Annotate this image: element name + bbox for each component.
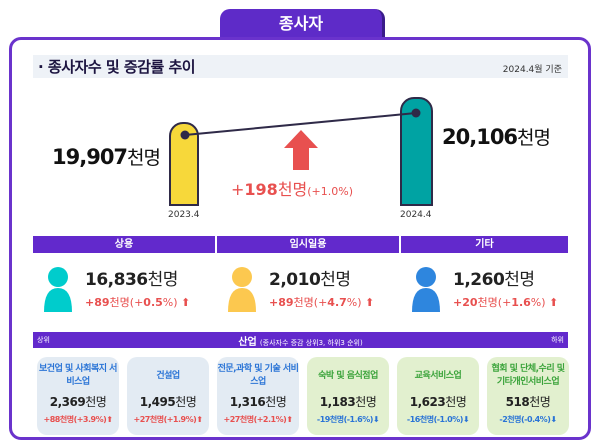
up-arrow-icon: ⬆ bbox=[286, 415, 293, 424]
industry-name: 보건업 및 사회복지 서비스업 bbox=[39, 364, 117, 387]
section-title: · 종사자수 및 증감률 추이 bbox=[38, 58, 196, 76]
industry-value: 1,623천명 bbox=[409, 395, 467, 409]
up-arrow-icon: ⬆ bbox=[549, 296, 559, 309]
industry-title: 산업 bbox=[238, 337, 257, 348]
total-change: +198천명(+1.0%) bbox=[231, 180, 354, 199]
type-value: 16,836천명 bbox=[85, 270, 178, 290]
industry-name: 전문,과학 및 기술 서비스업 bbox=[217, 364, 299, 387]
up-arrow-icon: ⬆ bbox=[365, 296, 375, 309]
industry-header: 상위 산업 (종사자수 증감 상위3, 하위3 순위) 하위 bbox=[33, 332, 568, 348]
bottom-label: 하위 bbox=[551, 336, 564, 344]
up-arrow-icon: ⬆ bbox=[196, 415, 203, 424]
industry-name: 숙박 및 음식점업 bbox=[318, 370, 378, 381]
industry-value: 1,495천명 bbox=[139, 395, 197, 409]
industry-card: 협회 및 단체,수리 및 기타개인서비스업 518천명 -2천명(-0.4%)⬇ bbox=[487, 357, 569, 435]
type-value: 1,260천명 bbox=[453, 270, 535, 290]
type-header: 상용 bbox=[33, 236, 215, 253]
industry-change: +27천명(+1.9%)⬆ bbox=[133, 415, 203, 424]
section-tab: 종사자 bbox=[220, 9, 385, 39]
industry-card: 건설업 1,495천명 +27천명(+1.9%)⬆ bbox=[127, 357, 209, 435]
industry-card: 숙박 및 음식점업 1,183천명 -19천명(-1.6%)⬇ bbox=[307, 357, 389, 435]
type-value: 2,010천명 bbox=[269, 270, 351, 290]
person-icon bbox=[228, 267, 256, 312]
type-header: 기타 bbox=[401, 236, 568, 253]
type-change: +20천명(+1.6%) ⬆ bbox=[453, 296, 559, 309]
basis-date: 2024.4월 기준 bbox=[502, 65, 562, 75]
end-value: 20,106천명 bbox=[442, 125, 551, 149]
industry-card: 전문,과학 및 기술 서비스업 1,316천명 +27천명(+2.1%)⬆ bbox=[217, 357, 299, 435]
up-arrow-icon: ⬆ bbox=[181, 296, 191, 309]
industry-name: 협회 및 단체,수리 및 기타개인서비스업 bbox=[491, 364, 565, 387]
down-arrow-icon: ⬇ bbox=[550, 415, 557, 424]
content-frame bbox=[9, 37, 591, 440]
industry-change: +27천명(+2.1%)⬆ bbox=[223, 415, 293, 424]
up-arrow-icon: ⬆ bbox=[106, 415, 113, 424]
type-change: +89천명(+4.7%) ⬆ bbox=[269, 296, 375, 309]
industry-change: -2천명(-0.4%)⬇ bbox=[499, 415, 557, 424]
type-change: +89천명(+0.5%) ⬆ bbox=[85, 296, 191, 309]
period-end: 2024.4 bbox=[400, 210, 432, 220]
industry-name: 건설업 bbox=[156, 370, 180, 381]
industry-card: 보건업 및 사회복지 서비스업 2,369천명 +88천명(+3.9%)⬆ bbox=[37, 357, 119, 435]
type-header: 임시일용 bbox=[217, 236, 399, 253]
industry-value: 518천명 bbox=[505, 395, 551, 409]
industry-name: 교육서비스업 bbox=[414, 370, 462, 381]
industry-value: 1,183천명 bbox=[319, 395, 377, 409]
person-icon bbox=[412, 267, 440, 312]
up-arrow-icon bbox=[284, 130, 318, 170]
industry-change: -19천명(-1.6%)⬇ bbox=[316, 415, 380, 424]
person-icon bbox=[44, 267, 72, 312]
industry-value: 1,316천명 bbox=[229, 395, 287, 409]
industry-change: -16천명(-1.0%)⬇ bbox=[406, 415, 470, 424]
down-arrow-icon: ⬇ bbox=[372, 415, 380, 424]
title-bar bbox=[33, 55, 568, 78]
period-start: 2023.4 bbox=[168, 210, 200, 220]
down-arrow-icon: ⬇ bbox=[462, 415, 470, 424]
industry-change: +88천명(+3.9%)⬆ bbox=[43, 415, 113, 424]
start-value: 19,907천명 bbox=[52, 145, 161, 169]
industry-card: 교육서비스업 1,623천명 -16천명(-1.0%)⬇ bbox=[397, 357, 479, 435]
industry-value: 2,369천명 bbox=[49, 395, 107, 409]
top-label: 상위 bbox=[37, 336, 50, 344]
industry-note: (종사자수 증감 상위3, 하위3 순위) bbox=[259, 339, 363, 347]
